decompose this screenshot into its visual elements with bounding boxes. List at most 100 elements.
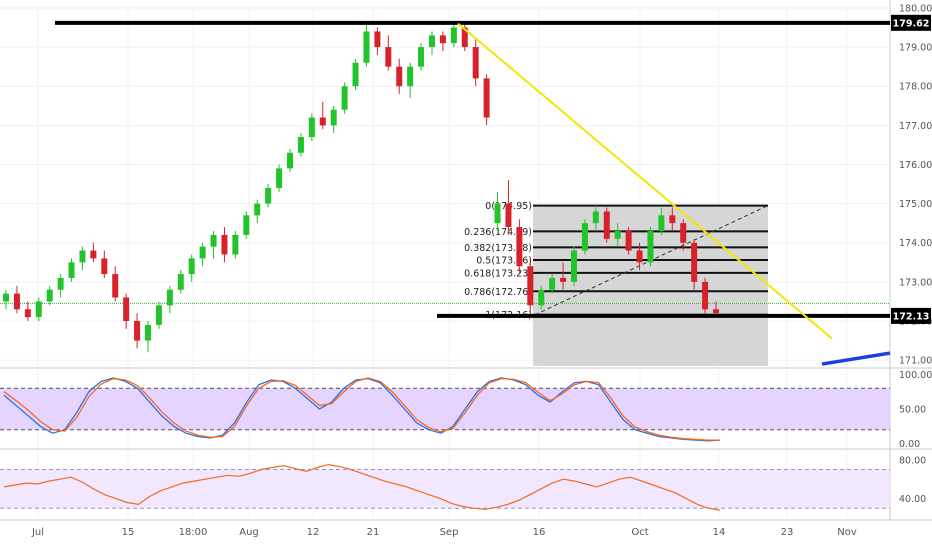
candle-body <box>625 231 632 251</box>
price-tag <box>891 307 931 324</box>
candle-body <box>287 152 293 169</box>
candle-body <box>123 297 130 321</box>
candle-body <box>691 242 698 282</box>
candle-body <box>680 223 687 243</box>
candle-body <box>713 309 719 314</box>
candle-body <box>516 227 523 267</box>
candle-body <box>374 31 381 48</box>
candle-body <box>363 31 370 63</box>
x-axis-tick-label: 16 <box>533 527 546 538</box>
x-axis-tick-label: 15 <box>122 527 135 538</box>
y-axis-tick-label: 177.00 <box>899 121 932 132</box>
x-axis-tick-label: Sep <box>440 527 459 538</box>
x-axis-tick-label: Oct <box>631 527 648 538</box>
candle-body <box>57 277 64 290</box>
x-axis-tick-label: Aug <box>239 527 259 538</box>
fibonacci-level-label: 0.786(172.76) <box>464 287 532 298</box>
stochastic-line <box>3 377 720 441</box>
y-axis-tick-label: 180.00 <box>899 3 932 14</box>
candle-body <box>276 168 283 188</box>
stochastic-tick-label: 0.00 <box>899 439 920 450</box>
candle-body <box>297 137 304 153</box>
candle-body <box>308 117 315 138</box>
candle-body <box>505 203 512 228</box>
candle-body <box>352 62 359 87</box>
candle-body <box>24 309 31 318</box>
y-axis-tick-label: 179.00 <box>899 43 932 54</box>
yellow-trendline <box>457 22 833 340</box>
candle-body <box>210 234 217 247</box>
candle-body <box>450 27 457 44</box>
candle-body <box>341 86 348 110</box>
fibonacci-level-label: 0.5(173.56) <box>476 255 532 266</box>
stochastic-pane <box>0 377 890 442</box>
x-axis-tick-label: Jul <box>31 527 44 538</box>
candle-body <box>560 277 567 282</box>
candle-body <box>603 211 610 239</box>
y-axis-tick-label: 175.00 <box>899 199 932 210</box>
candle-body <box>461 27 468 48</box>
stochastic-band <box>0 388 890 430</box>
candle-body <box>702 281 709 310</box>
candle-body <box>407 66 414 87</box>
fibonacci-level-label: 0.236(174.29) <box>464 227 532 238</box>
candle-body <box>254 203 261 216</box>
candle-body <box>571 250 577 282</box>
candle-body <box>243 215 250 235</box>
y-axis-tick-label: 173.00 <box>899 277 932 288</box>
candle-body <box>538 289 545 306</box>
stochastic-tick-label: 100.00 <box>899 370 932 381</box>
axes: Jul 15 18:00 Aug 12 21 Sep 16 Oct 14 23 Nov 171.00 17… <box>31 3 932 538</box>
candle-body <box>79 250 86 263</box>
candle-body <box>232 234 239 255</box>
candle-body <box>166 289 173 306</box>
candle-body <box>396 66 403 87</box>
candle-body <box>636 250 643 263</box>
rsi-tick-label: 80.00 <box>899 455 926 466</box>
fibonacci-level-label: 0.382(173.88) <box>464 243 532 254</box>
candle-body <box>101 258 108 275</box>
candle-body <box>35 301 42 318</box>
y-axis-tick-label: 178.00 <box>899 82 932 93</box>
rsi-pane <box>0 463 890 511</box>
rsi-tick-label: 40.00 <box>899 494 926 505</box>
rsi-band <box>0 469 890 509</box>
candle-body <box>494 203 501 224</box>
x-axis-tick-label: 18:00 <box>179 527 208 538</box>
candle-body <box>581 223 588 251</box>
candle-body <box>265 187 272 204</box>
candle-body <box>177 274 184 290</box>
candle-body <box>46 289 53 302</box>
candle-body <box>385 47 392 67</box>
y-axis-tick-label: 171.00 <box>899 356 932 367</box>
candle-body <box>592 211 599 224</box>
candle-body <box>429 35 435 48</box>
candle-body <box>68 262 75 278</box>
x-axis-tick-label: 14 <box>713 527 726 538</box>
fibonacci-level-label: 0.618(173.23) <box>464 268 532 279</box>
candle-body <box>112 274 119 298</box>
candle-body <box>155 305 162 325</box>
candle-body <box>188 258 195 275</box>
candle-body <box>145 324 151 341</box>
price-pane <box>0 20 891 366</box>
candle-body <box>439 35 446 44</box>
x-axis-tick-label: Nov <box>837 527 857 538</box>
candle-body <box>13 293 20 310</box>
x-axis-tick-label: 21 <box>367 527 380 538</box>
blue-line <box>821 351 891 366</box>
price-tag-label: 179.62 <box>893 18 930 29</box>
candle-body <box>483 78 490 118</box>
x-axis-tick-label: 12 <box>307 527 320 538</box>
y-axis-tick-label: 176.00 <box>899 160 932 171</box>
candle-body <box>418 47 425 67</box>
candle-body <box>330 109 337 126</box>
x-axis-tick-label: 23 <box>781 527 794 538</box>
candle-body <box>221 234 228 255</box>
y-axis-tick-label: 174.00 <box>899 238 932 249</box>
candle-body <box>669 215 676 224</box>
candle-body <box>319 117 326 126</box>
